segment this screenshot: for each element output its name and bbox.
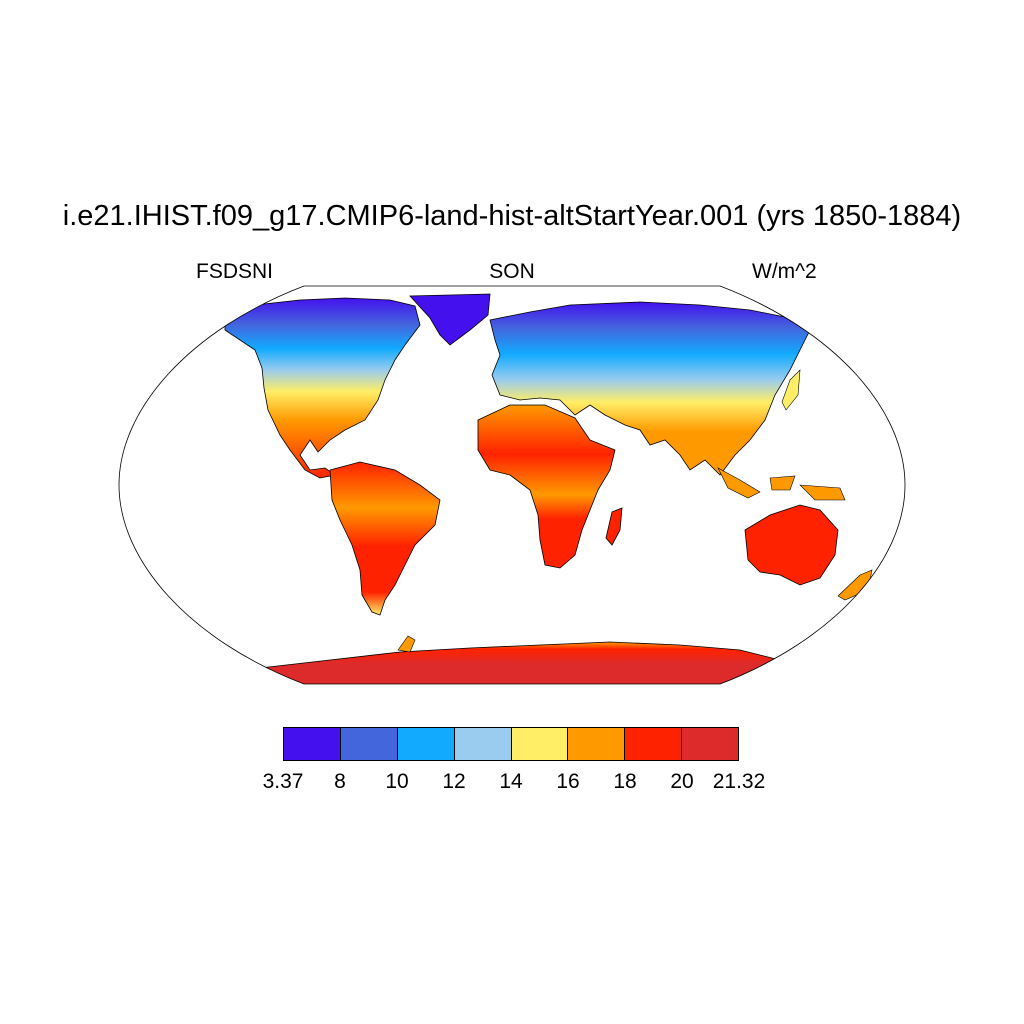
land-madagascar [605, 507, 623, 546]
land-africa [477, 404, 616, 569]
land-antarctic-peninsula [397, 635, 416, 653]
land-australia [744, 504, 839, 586]
map-fill-layer [224, 293, 873, 684]
plot-title: i.e21.IHIST.f09_g17.CMIP6-land-hist-altS… [62, 200, 962, 232]
colorbar-box [397, 728, 455, 760]
land-eurasia [489, 301, 811, 476]
units-label: W/m^2 [752, 260, 817, 283]
colorbar-box [568, 728, 626, 760]
land-indonesia [717, 467, 846, 501]
colorbar-box [454, 728, 512, 760]
land-greenland [409, 293, 491, 346]
colorbar-tick-label: 10 [385, 770, 409, 793]
colorbar-tick-label: 3.37 [262, 770, 304, 793]
colorbar-tick-label: 20 [670, 770, 694, 793]
land-new-zealand [837, 569, 873, 601]
land-north-america [224, 297, 421, 479]
variable-label: FSDSNI [196, 260, 274, 283]
colorbar-box [284, 728, 341, 760]
colorbar-tick-label: 16 [556, 770, 580, 793]
colorbar-box [682, 728, 738, 760]
colorbar-tick-label: 18 [613, 770, 637, 793]
colorbar-box [511, 728, 569, 760]
globe-outline [118, 285, 906, 685]
land-japan [781, 369, 801, 411]
land-antarctica [249, 641, 781, 684]
colorbar-tick-label: 12 [442, 770, 466, 793]
colorbar-tick-label: 8 [334, 770, 346, 793]
colorbar [283, 727, 739, 761]
colorbar-box [625, 728, 683, 760]
colorbar-box [340, 728, 398, 760]
season-label: SON [489, 260, 535, 283]
colorbar-tick-label: 14 [499, 770, 523, 793]
land-south-america [329, 461, 441, 616]
colorbar-tick-label: 21.32 [712, 770, 766, 793]
